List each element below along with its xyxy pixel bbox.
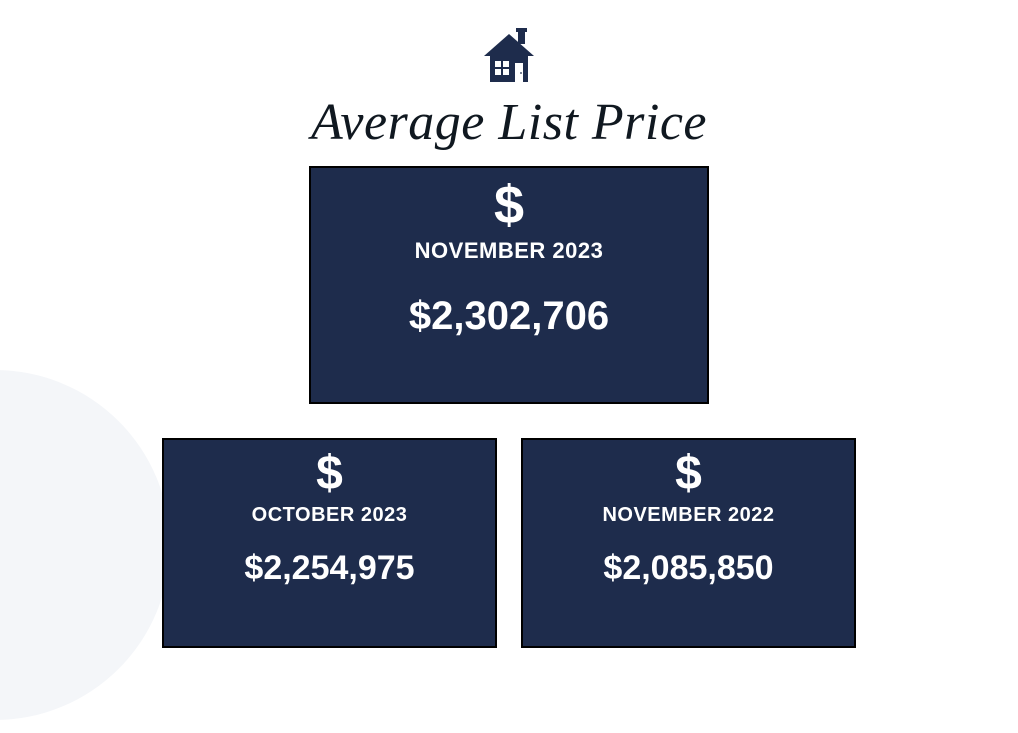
secondary-price-card: $ NOVEMBER 2022 $2,085,850 xyxy=(521,438,856,648)
header: Average List Price xyxy=(0,0,1018,152)
primary-price-card: $ NOVEMBER 2023 $2,302,706 xyxy=(309,166,709,404)
cards-area: $ NOVEMBER 2023 $2,302,706 $ OCTOBER 202… xyxy=(0,166,1018,648)
dollar-icon: $ xyxy=(675,450,702,498)
secondary-period-label: OCTOBER 2023 xyxy=(252,504,408,527)
dollar-icon: $ xyxy=(316,450,343,498)
infographic-container: Average List Price $ NOVEMBER 2023 $2,30… xyxy=(0,0,1018,648)
secondary-price-value: $2,085,850 xyxy=(603,549,773,588)
secondary-price-value: $2,254,975 xyxy=(244,549,414,588)
dollar-icon: $ xyxy=(494,178,524,232)
primary-period-label: NOVEMBER 2023 xyxy=(415,238,604,264)
primary-price-value: $2,302,706 xyxy=(409,294,609,339)
secondary-price-card: $ OCTOBER 2023 $2,254,975 xyxy=(162,438,497,648)
house-icon xyxy=(478,28,540,89)
page-title: Average List Price xyxy=(0,93,1018,152)
secondary-period-label: NOVEMBER 2022 xyxy=(602,504,774,527)
secondary-cards-row: $ OCTOBER 2023 $2,254,975 $ NOVEMBER 202… xyxy=(162,438,856,648)
